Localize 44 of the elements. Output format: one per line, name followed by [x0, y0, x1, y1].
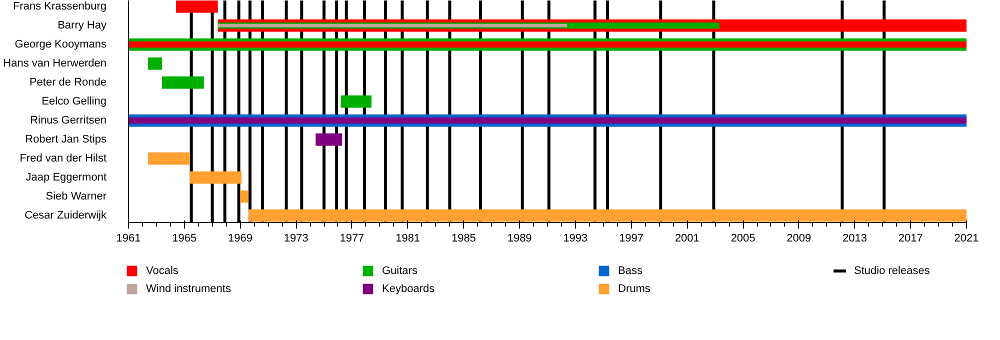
y-tick-label: Peter de Ronde: [29, 76, 107, 89]
bar: [248, 209, 967, 222]
legend-label: Keyboards: [382, 282, 436, 295]
y-tick-label: Robert Jan Stips: [25, 134, 107, 146]
y-tick-label: Frans Krassenburg: [12, 0, 107, 13]
bar: [148, 57, 162, 70]
bar: [340, 95, 372, 108]
bar: [162, 76, 204, 89]
x-tick-label: 1993: [563, 232, 588, 245]
x-tick-label: 1981: [396, 232, 420, 245]
legend-label: Bass: [618, 264, 644, 277]
legend-label: Vocals: [146, 264, 180, 277]
y-tick-label: Barry Hay: [58, 20, 107, 32]
x-tick-label: 1961: [116, 232, 141, 245]
bar: [176, 0, 218, 13]
text: Studio releases: [854, 264, 931, 277]
x-tick-label: 1989: [507, 232, 532, 245]
x-tick-label: 2021: [954, 232, 979, 245]
y-tick-label: Hans van Herwerden: [3, 58, 107, 70]
y-tick-label: George Kooymans: [14, 38, 107, 51]
bar: [148, 152, 190, 165]
y-tick-label: Cesar Zuiderwijk: [24, 210, 107, 222]
y-tick-label: Sieb Warner: [46, 190, 107, 203]
y-tick-label: Eelco Gelling: [42, 96, 107, 108]
y-tick-label: Rinus Gerritsen: [30, 114, 107, 127]
x-tick-label: 2005: [730, 232, 756, 245]
bar: [218, 24, 568, 28]
x-tick-label: 1977: [340, 232, 364, 245]
x-tick-label: 2013: [842, 232, 868, 245]
x-tick-label: 1997: [619, 232, 644, 245]
y-tick-label: Jaap Eggermont: [26, 172, 106, 184]
x-tick-label: 1965: [172, 232, 197, 245]
x-tick-label: 2017: [898, 232, 923, 245]
bar: [190, 171, 242, 184]
legend-label: Drums: [618, 282, 652, 295]
legend-label: Wind instruments: [146, 282, 232, 295]
x-tick-label: 1973: [284, 232, 308, 245]
bar: [240, 190, 249, 203]
x-tick-label: 2001: [674, 232, 700, 245]
x-tick-label: 1985: [451, 232, 476, 245]
legend-label: Guitars: [382, 264, 418, 277]
y-tick-label: Fred van der Hilst: [20, 152, 107, 165]
x-tick-label: 2009: [786, 232, 812, 245]
x-tick-label: 1969: [228, 232, 252, 245]
